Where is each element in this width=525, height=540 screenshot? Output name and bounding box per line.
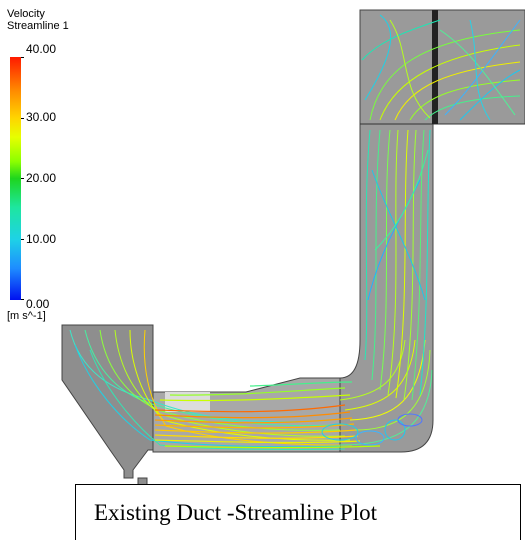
tick-mark <box>21 178 24 179</box>
tick-mark <box>21 118 24 119</box>
legend-tick-max: 40.00 <box>26 42 57 56</box>
legend-tick-min: 0.00 <box>26 297 50 311</box>
tick-mark <box>21 57 24 58</box>
legend-tick-10: 10.00 <box>26 232 57 246</box>
streamlines-outlet <box>361 14 521 121</box>
plot-caption: Existing Duct -Streamline Plot <box>94 500 377 525</box>
streamlines-elbow <box>321 339 433 446</box>
velocity-legend: Velocity Streamline 1 40.00 30.00 20.00 … <box>0 0 80 330</box>
legend-tick-20: 20.00 <box>26 171 57 185</box>
legend-variable: Velocity <box>7 8 45 20</box>
legend-colorbar <box>10 57 21 300</box>
streamlines-inlet <box>69 329 353 451</box>
legend-unit: [m s^-1] <box>7 310 46 322</box>
outlet-box <box>359 9 525 125</box>
legend-tick-30: 30.00 <box>26 110 57 124</box>
legend-object: Streamline 1 <box>7 20 69 32</box>
streamlines-horizontal <box>154 381 381 449</box>
tick-mark <box>21 299 24 300</box>
streamlines-vertical <box>364 129 431 401</box>
caption-box: Existing Duct -Streamline Plot <box>75 484 521 540</box>
tick-mark <box>21 239 24 240</box>
